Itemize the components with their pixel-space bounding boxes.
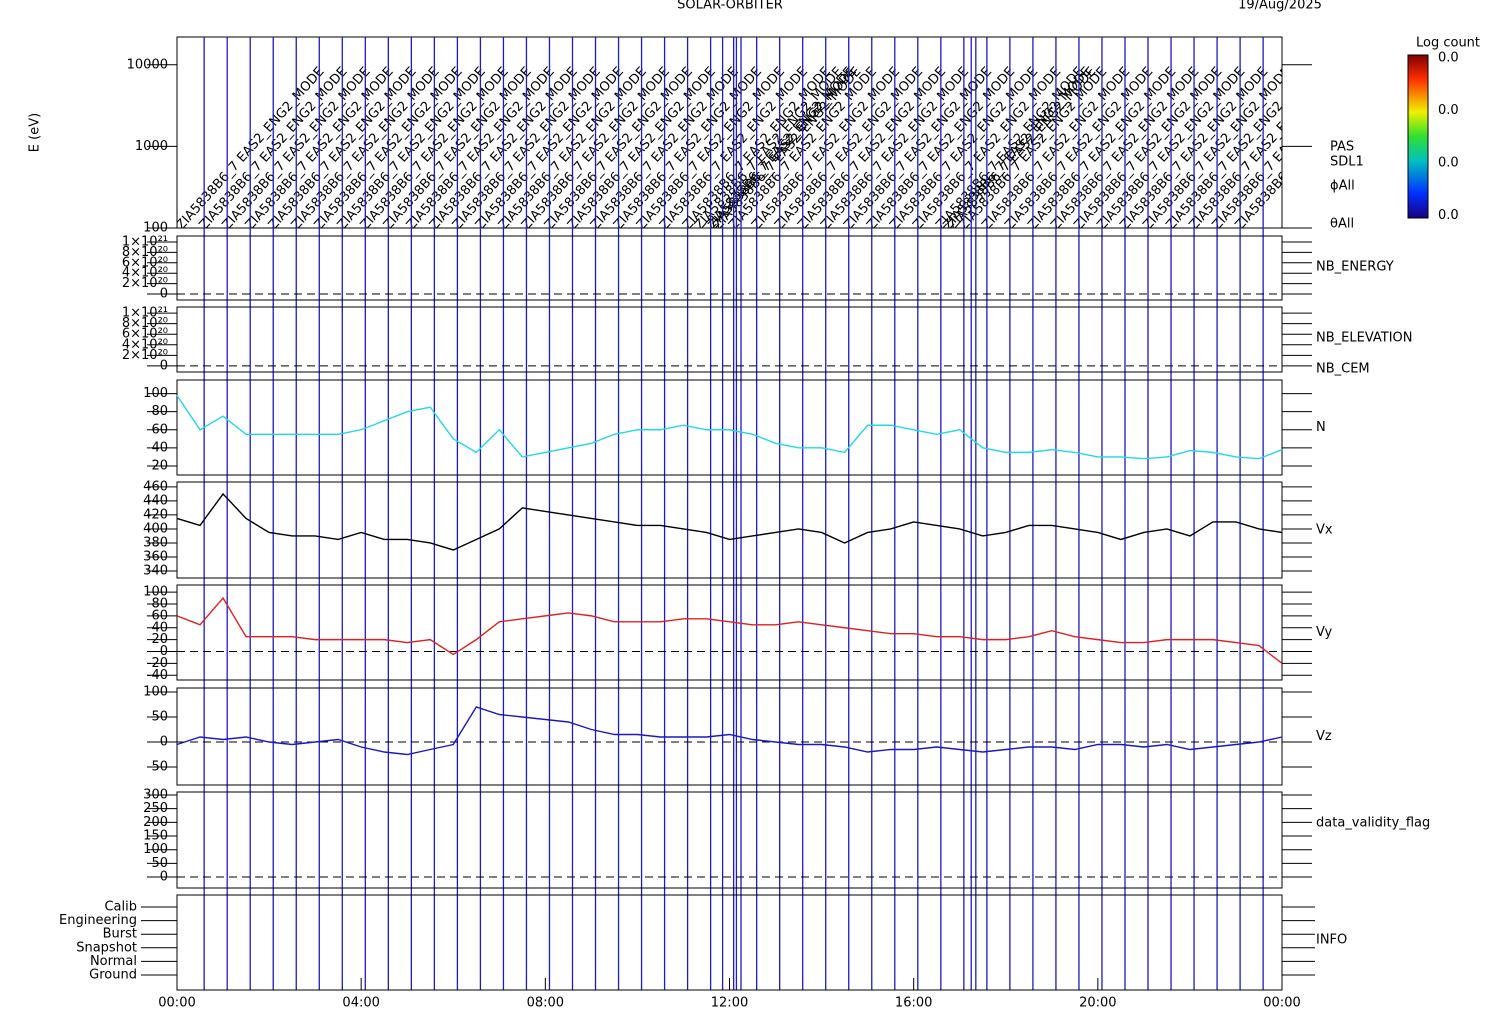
- colorbar-tick-label: 0.0: [1438, 208, 1459, 223]
- instrument-label: ϕAll: [1330, 179, 1355, 194]
- category-label: Burst: [103, 927, 137, 942]
- y-tick-label: 1×10²¹: [122, 234, 168, 249]
- legend-label: Vz: [1316, 729, 1332, 744]
- panel-label: NB_ELEVATION: [1316, 331, 1413, 346]
- panel-frame: [176, 687, 1283, 786]
- category-label: Snapshot: [76, 940, 137, 955]
- data-line: [176, 596, 1283, 664]
- panel-label: data_validity_flag: [1316, 816, 1430, 831]
- category-label: Calib: [104, 900, 137, 915]
- panel-frame: [176, 584, 1283, 681]
- panel-label: INFO: [1316, 933, 1347, 948]
- x-tick-label: 20:00: [1079, 996, 1116, 1011]
- y-tick-label: 2×10²⁰: [122, 348, 168, 363]
- y-tick-label: 8×10²⁰: [122, 245, 168, 260]
- legend-label: Vx: [1316, 523, 1333, 538]
- instrument-label: PAS: [1330, 140, 1354, 155]
- y-tick-label: 6×10²⁰: [122, 327, 168, 342]
- panel-frame: [176, 791, 1283, 889]
- data-line: [176, 492, 1283, 551]
- colorbar: [1407, 54, 1429, 219]
- category-label: Ground: [89, 968, 137, 983]
- colorbar-label: Log count: [1416, 36, 1480, 51]
- y-axis-label: E (eV): [28, 113, 43, 152]
- x-tick-label: 16:00: [895, 996, 932, 1011]
- colorbar-tick-label: 0.0: [1438, 103, 1459, 118]
- category-label: Normal: [90, 954, 137, 969]
- colorbar-tick-label: 0.0: [1438, 51, 1459, 66]
- data-line: [176, 706, 1283, 756]
- panel-frame: [176, 235, 1283, 301]
- data-line: [176, 394, 1283, 460]
- panel-frame: [176, 306, 1283, 373]
- chart-title: SOLAR-ORBITER: [677, 0, 783, 13]
- category-label: Engineering: [59, 913, 137, 928]
- legend-label: N: [1316, 420, 1326, 435]
- x-tick-label: 04:00: [342, 996, 379, 1011]
- y-tick-label: 8×10²⁰: [122, 316, 168, 331]
- panel-frame: [176, 481, 1283, 579]
- y-tick-label: 6×10²⁰: [122, 255, 168, 270]
- y-tick-label: 2×10²⁰: [122, 276, 168, 291]
- colorbar-tick-label: 0.0: [1438, 156, 1459, 171]
- panel-frame: [176, 36, 1283, 229]
- x-tick-label: 00:00: [1263, 996, 1300, 1011]
- panel-label: NB_ENERGY: [1316, 260, 1394, 275]
- panel-label: NB_CEM: [1316, 362, 1370, 377]
- chart-subtitle: 19/Aug/2025: [1238, 0, 1322, 13]
- x-tick-label: 08:00: [527, 996, 564, 1011]
- y-tick-label: 1×10²¹: [122, 306, 168, 321]
- y-tick-label: 4×10²⁰: [122, 337, 168, 352]
- instrument-label: SDL1: [1330, 155, 1364, 170]
- x-tick-label: 12:00: [711, 996, 748, 1011]
- panel-frame: [176, 379, 1283, 476]
- legend-label: Vy: [1316, 625, 1333, 640]
- y-tick-label: 4×10²⁰: [122, 266, 168, 281]
- x-tick-label: 00:00: [158, 996, 195, 1011]
- instrument-label: θAll: [1330, 217, 1354, 232]
